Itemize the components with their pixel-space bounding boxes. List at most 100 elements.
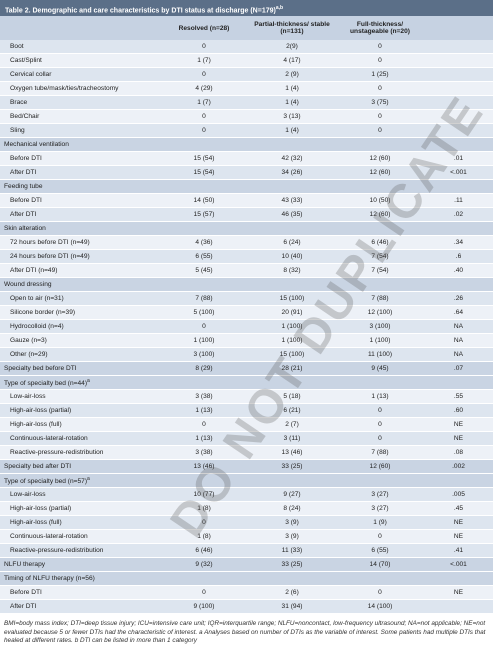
value-cell: 0 bbox=[160, 417, 248, 432]
value-cell: 2 (7) bbox=[248, 417, 336, 432]
value-cell bbox=[160, 473, 248, 488]
value-cell: 0 bbox=[336, 109, 424, 124]
value-cell bbox=[160, 277, 248, 292]
row-label: Before DTI bbox=[0, 585, 160, 600]
p-value-cell bbox=[424, 221, 493, 236]
p-value-cell: .64 bbox=[424, 305, 493, 320]
value-cell bbox=[248, 221, 336, 236]
value-cell: 6 (46) bbox=[336, 235, 424, 250]
row-label: Cast/Splint bbox=[0, 53, 160, 68]
row-label: Continuous-lateral-rotation bbox=[0, 431, 160, 446]
label-text: Open to air (n=31) bbox=[10, 295, 64, 302]
label-text: High-air-loss (full) bbox=[10, 421, 62, 428]
section-row: Wound dressing bbox=[0, 277, 493, 292]
label-sup: a bbox=[87, 475, 90, 482]
row-label: Timing of NLFU therapy (n=56) bbox=[0, 571, 160, 586]
value-cell: 3 (27) bbox=[336, 487, 424, 502]
p-value-cell: NE bbox=[424, 529, 493, 544]
value-cell: 7 (88) bbox=[336, 291, 424, 306]
p-value-cell bbox=[424, 40, 493, 54]
value-cell: 1 (13) bbox=[160, 403, 248, 418]
value-cell: 1 (100) bbox=[248, 333, 336, 348]
value-cell: 0 bbox=[336, 40, 424, 54]
value-cell: 1 (13) bbox=[336, 389, 424, 404]
value-cell: 0 bbox=[160, 585, 248, 600]
label-text: Other (n=29) bbox=[10, 351, 48, 358]
p-value-cell bbox=[424, 123, 493, 138]
row-label: Feeding tube bbox=[0, 179, 160, 194]
label-text: 72 hours before DTI (n=49) bbox=[10, 239, 90, 246]
row-label: Type of specialty bed (n=57)a bbox=[0, 473, 160, 488]
row: Before DTI 15 (54) 42 (32) 12 (60) .01 bbox=[0, 151, 493, 166]
label-text: Silicone border (n=39) bbox=[10, 309, 76, 316]
value-cell: 3 (100) bbox=[336, 319, 424, 334]
value-cell: 0 bbox=[160, 319, 248, 334]
p-value-cell bbox=[424, 81, 493, 96]
header-cell bbox=[424, 16, 493, 40]
row: High-air-loss (full) 0 2 (7) 0 NE bbox=[0, 417, 493, 432]
table: Resolved (n=28) Partial-thickness/ stabl… bbox=[0, 16, 493, 614]
row: High-air-loss (partial) 1 (8) 8 (24) 3 (27)… bbox=[0, 501, 493, 516]
value-cell: 3 (38) bbox=[160, 445, 248, 460]
p-value-cell: .08 bbox=[424, 445, 493, 460]
value-cell: 0 bbox=[336, 417, 424, 432]
row-label: After DTI bbox=[0, 165, 160, 180]
value-cell: 46 (35) bbox=[248, 207, 336, 222]
label-text: Specialty bed after DTI bbox=[4, 463, 72, 470]
row: Bed/Chair 0 3 (13) 0 bbox=[0, 109, 493, 124]
header-cell bbox=[0, 16, 160, 40]
value-cell: 0 bbox=[336, 431, 424, 446]
value-cell: 7 (88) bbox=[160, 291, 248, 306]
row-label: Mechanical ventilation bbox=[0, 137, 160, 152]
label-text: After DTI bbox=[10, 211, 37, 218]
label-text: Oxygen tube/mask/ties/tracheostomy bbox=[10, 85, 119, 92]
row-label: Before DTI bbox=[0, 151, 160, 166]
p-value-cell bbox=[424, 137, 493, 152]
row: Reactive-pressure-redistribution 3 (38) 13… bbox=[0, 445, 493, 460]
value-cell bbox=[248, 137, 336, 152]
row-label: Boot bbox=[0, 40, 160, 54]
value-cell: 7 (88) bbox=[336, 445, 424, 460]
value-cell: 4 (36) bbox=[160, 235, 248, 250]
section-row: Mechanical ventilation bbox=[0, 137, 493, 152]
section-row: Skin alteration bbox=[0, 221, 493, 236]
value-cell: 3 (100) bbox=[160, 347, 248, 362]
p-value-cell: .40 bbox=[424, 263, 493, 278]
row-label: Gauze (n=3) bbox=[0, 333, 160, 348]
p-value-cell: .01 bbox=[424, 151, 493, 166]
row: Silicone border (n=39) 5 (100) 20 (91) 12 (… bbox=[0, 305, 493, 320]
value-cell: 4 (17) bbox=[248, 53, 336, 68]
value-cell: 7 (54) bbox=[336, 249, 424, 264]
label-text: Gauze (n=3) bbox=[10, 337, 47, 344]
value-cell: 9 (100) bbox=[160, 599, 248, 614]
value-cell: 10 (40) bbox=[248, 249, 336, 264]
section-row: Timing of NLFU therapy (n=56) bbox=[0, 571, 493, 586]
row: Continuous-lateral-rotation 1 (8) 3 (9) 0 NE bbox=[0, 529, 493, 544]
value-cell bbox=[248, 571, 336, 586]
row-label: Silicone border (n=39) bbox=[0, 305, 160, 320]
value-cell: 33 (25) bbox=[248, 557, 336, 572]
p-value-cell bbox=[424, 109, 493, 124]
value-cell: 10 (50) bbox=[336, 193, 424, 208]
section-row: Type of specialty bed (n=57)a bbox=[0, 473, 493, 488]
value-cell bbox=[248, 277, 336, 292]
table-title: Table 2. Demographic and care characteri… bbox=[0, 0, 493, 16]
label-text: Continuous-lateral-rotation bbox=[10, 435, 88, 442]
value-cell bbox=[336, 137, 424, 152]
value-cell: 6 (55) bbox=[160, 249, 248, 264]
p-value-cell: .55 bbox=[424, 389, 493, 404]
row: High-air-loss (full) 0 3 (9) 1 (9) NE bbox=[0, 515, 493, 530]
p-value-cell: NA bbox=[424, 347, 493, 362]
row: Oxygen tube/mask/ties/tracheostomy 4 (29)… bbox=[0, 81, 493, 96]
value-cell: 3 (11) bbox=[248, 431, 336, 446]
value-cell: 20 (91) bbox=[248, 305, 336, 320]
value-cell: 1 (4) bbox=[248, 123, 336, 138]
label-text: Feeding tube bbox=[4, 183, 43, 190]
label-text: Cervical collar bbox=[10, 71, 52, 78]
label-text: 24 hours before DTI (n=49) bbox=[10, 253, 90, 260]
value-cell: 1 (25) bbox=[336, 67, 424, 82]
p-value-cell: .005 bbox=[424, 487, 493, 502]
value-cell: 12 (60) bbox=[336, 151, 424, 166]
p-value-cell: .02 bbox=[424, 207, 493, 222]
section-row: Specialty bed after DTI 13 (46) 33 (25) 12 … bbox=[0, 459, 493, 474]
